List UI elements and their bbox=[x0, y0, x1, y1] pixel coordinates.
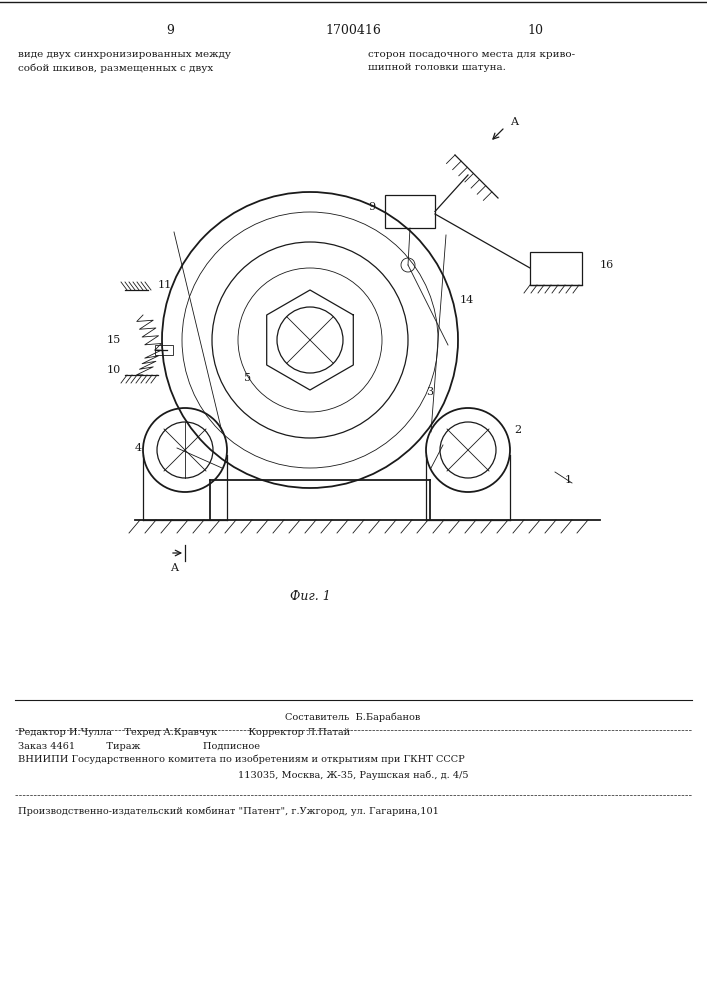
Text: 4: 4 bbox=[134, 443, 141, 453]
Text: Производственно-издательский комбинат "Патент", г.Ужгород, ул. Гагарина,101: Производственно-издательский комбинат "П… bbox=[18, 807, 439, 816]
Text: виде двух синхронизированных между
собой шкивов, размещенных с двух: виде двух синхронизированных между собой… bbox=[18, 50, 231, 73]
Text: Составитель  Б.Барабанов: Составитель Б.Барабанов bbox=[286, 712, 421, 722]
Text: 10: 10 bbox=[527, 23, 543, 36]
Text: 14: 14 bbox=[460, 295, 474, 305]
Text: Заказ 4461          Тираж                    Подписное: Заказ 4461 Тираж Подписное bbox=[18, 742, 260, 751]
Bar bbox=[385, 195, 435, 228]
Text: 113035, Москва, Ж-35, Раушская наб., д. 4/5: 113035, Москва, Ж-35, Раушская наб., д. … bbox=[238, 770, 468, 780]
Text: 9: 9 bbox=[368, 202, 375, 212]
Text: 3: 3 bbox=[426, 387, 433, 397]
Text: A: A bbox=[510, 117, 518, 127]
Text: A: A bbox=[170, 563, 178, 573]
Text: сторон посадочного места для криво-
шипной головки шатуна.: сторон посадочного места для криво- шипн… bbox=[368, 50, 575, 72]
Text: 10: 10 bbox=[107, 365, 121, 375]
Bar bbox=[530, 252, 582, 285]
Text: 2: 2 bbox=[515, 425, 522, 435]
Text: ВНИИПИ Государственного комитета по изобретениям и открытиям при ГКНТ СССР: ВНИИПИ Государственного комитета по изоб… bbox=[18, 755, 464, 764]
Text: 1700416: 1700416 bbox=[325, 23, 381, 36]
Bar bbox=[155, 345, 173, 355]
Text: 15: 15 bbox=[107, 335, 121, 345]
Text: 9: 9 bbox=[166, 23, 174, 36]
Text: 16: 16 bbox=[600, 260, 614, 270]
Text: 1: 1 bbox=[565, 475, 572, 485]
Text: Редактор И.Чулла    Техред А.Кравчук          Корректор Л.Патай: Редактор И.Чулла Техред А.Кравчук Коррек… bbox=[18, 728, 350, 737]
Text: 11: 11 bbox=[158, 280, 173, 290]
Text: 5: 5 bbox=[245, 373, 252, 383]
Text: Фиг. 1: Фиг. 1 bbox=[290, 589, 330, 602]
